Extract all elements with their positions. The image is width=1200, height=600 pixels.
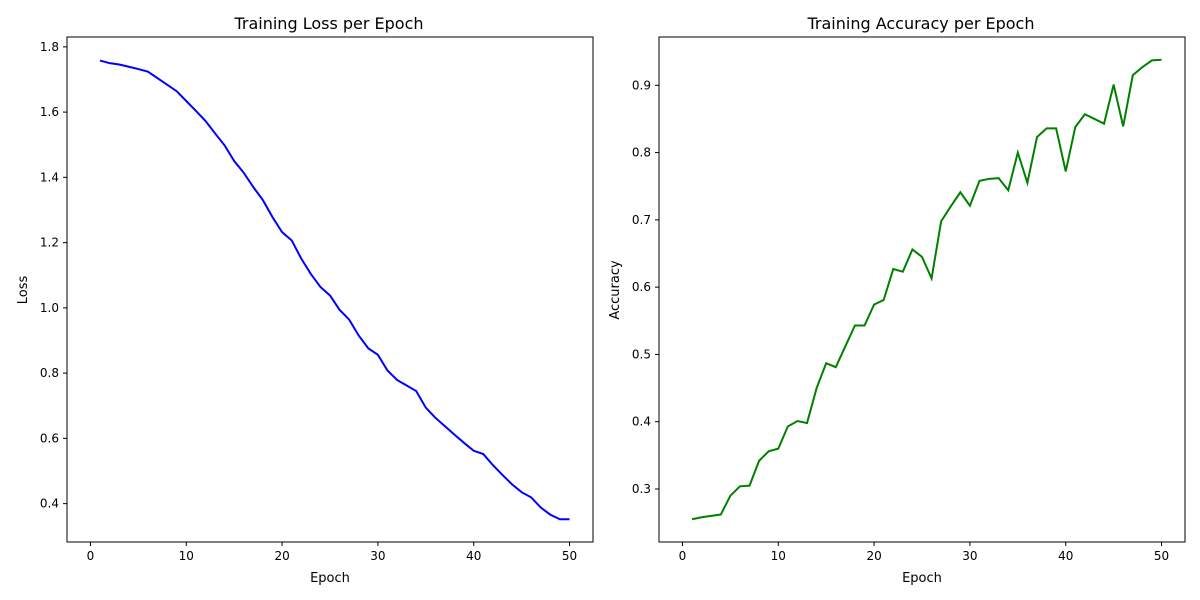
loss-x-tick-label: 20 <box>274 549 289 563</box>
loss-y-tick-label: 0.4 <box>40 497 59 511</box>
loss-chart-title: Training Loss per Epoch <box>233 14 423 33</box>
accuracy-y-tick-label: 0.5 <box>632 347 651 361</box>
loss-y-axis-label: Loss <box>16 276 31 305</box>
accuracy-x-tick-label: 30 <box>962 549 977 563</box>
loss-y-ticks: 0.4 0.6 0.8 1.0 1.2 1.4 1.6 1.8 <box>40 40 67 511</box>
accuracy-x-axis-label: Epoch <box>902 571 942 586</box>
loss-x-ticks: 0 10 20 30 40 50 <box>87 542 577 563</box>
loss-y-tick-label: 1.8 <box>40 40 59 54</box>
loss-x-tick-label: 50 <box>562 549 577 563</box>
loss-plot-frame <box>66 36 594 543</box>
loss-x-tick-label: 0 <box>87 549 95 563</box>
accuracy-plot-frame <box>658 36 1186 543</box>
accuracy-x-tick-label: 40 <box>1058 549 1073 563</box>
accuracy-chart-title: Training Accuracy per Epoch <box>806 14 1034 33</box>
loss-x-tick-label: 10 <box>179 549 194 563</box>
accuracy-x-tick-label: 50 <box>1154 549 1169 563</box>
loss-y-tick-label: 1.2 <box>40 236 59 250</box>
loss-series-line <box>99 59 570 521</box>
accuracy-y-axis-label: Accuracy <box>608 260 623 320</box>
loss-x-tick-label: 30 <box>370 549 385 563</box>
loss-y-tick-label: 1.4 <box>40 170 59 184</box>
accuracy-y-tick-label: 0.8 <box>632 146 651 160</box>
loss-x-axis-label: Epoch <box>310 571 350 586</box>
accuracy-x-ticks: 0 10 20 30 40 50 <box>679 542 1169 563</box>
accuracy-y-tick-label: 0.7 <box>632 213 651 227</box>
loss-y-tick-label: 0.6 <box>40 431 59 445</box>
accuracy-chart: Training Accuracy per Epoch 0 10 20 30 40 50 … <box>608 14 1186 586</box>
accuracy-y-tick-label: 0.6 <box>632 280 651 294</box>
accuracy-y-tick-label: 0.3 <box>632 482 651 496</box>
loss-y-tick-label: 0.8 <box>40 366 59 380</box>
accuracy-y-tick-label: 0.4 <box>632 415 651 429</box>
loss-y-tick-label: 1.6 <box>40 105 59 119</box>
loss-chart: Training Loss per Epoch 0 10 20 30 40 50 0.40… <box>16 14 594 586</box>
loss-y-tick-label: 1.0 <box>40 301 59 315</box>
accuracy-x-tick-label: 20 <box>866 549 881 563</box>
accuracy-series-line <box>691 58 1162 521</box>
accuracy-y-ticks: 0.3 0.4 0.5 0.6 0.7 0.8 0.9 <box>632 78 659 496</box>
accuracy-x-tick-label: 10 <box>771 549 786 563</box>
loss-x-tick-label: 40 <box>466 549 481 563</box>
accuracy-y-tick-label: 0.9 <box>632 78 651 92</box>
accuracy-x-tick-label: 0 <box>679 549 687 563</box>
